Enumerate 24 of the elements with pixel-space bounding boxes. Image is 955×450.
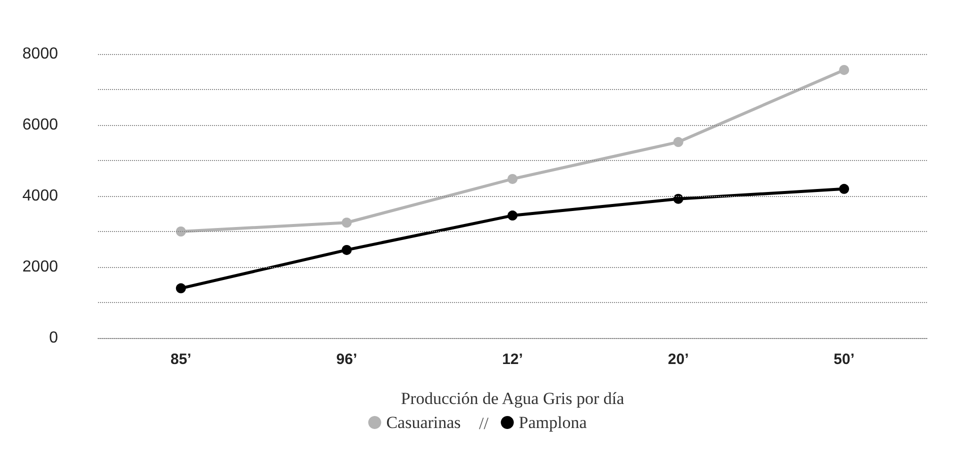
point — [673, 194, 684, 204]
x-tick-label: 96’ — [336, 351, 358, 368]
x-axis-title: Producción de Agua Gris por día — [400, 389, 625, 408]
x-tick-label: 12’ — [502, 351, 523, 368]
point — [176, 283, 186, 294]
point — [673, 137, 684, 148]
point — [176, 226, 186, 236]
point — [839, 64, 850, 75]
point — [508, 210, 518, 221]
legend-label: Pamplona — [518, 413, 588, 432]
y-tick-label: 4000 — [22, 188, 58, 204]
x-tick-label: 85’ — [170, 351, 192, 368]
point — [839, 184, 850, 194]
y-tick-label: 0 — [49, 330, 58, 346]
x-tick-label: 20’ — [668, 351, 689, 368]
text: // — [479, 414, 489, 433]
legend-label: Casuarinas — [386, 413, 461, 432]
x-tick-label: 50’ — [834, 351, 855, 368]
y-tick-label: 2000 — [22, 258, 58, 276]
point — [342, 244, 352, 255]
point — [342, 218, 352, 228]
y-tick-label: 8000 — [22, 46, 58, 62]
y-tick-label: 6000 — [22, 116, 58, 134]
point — [508, 174, 518, 184]
